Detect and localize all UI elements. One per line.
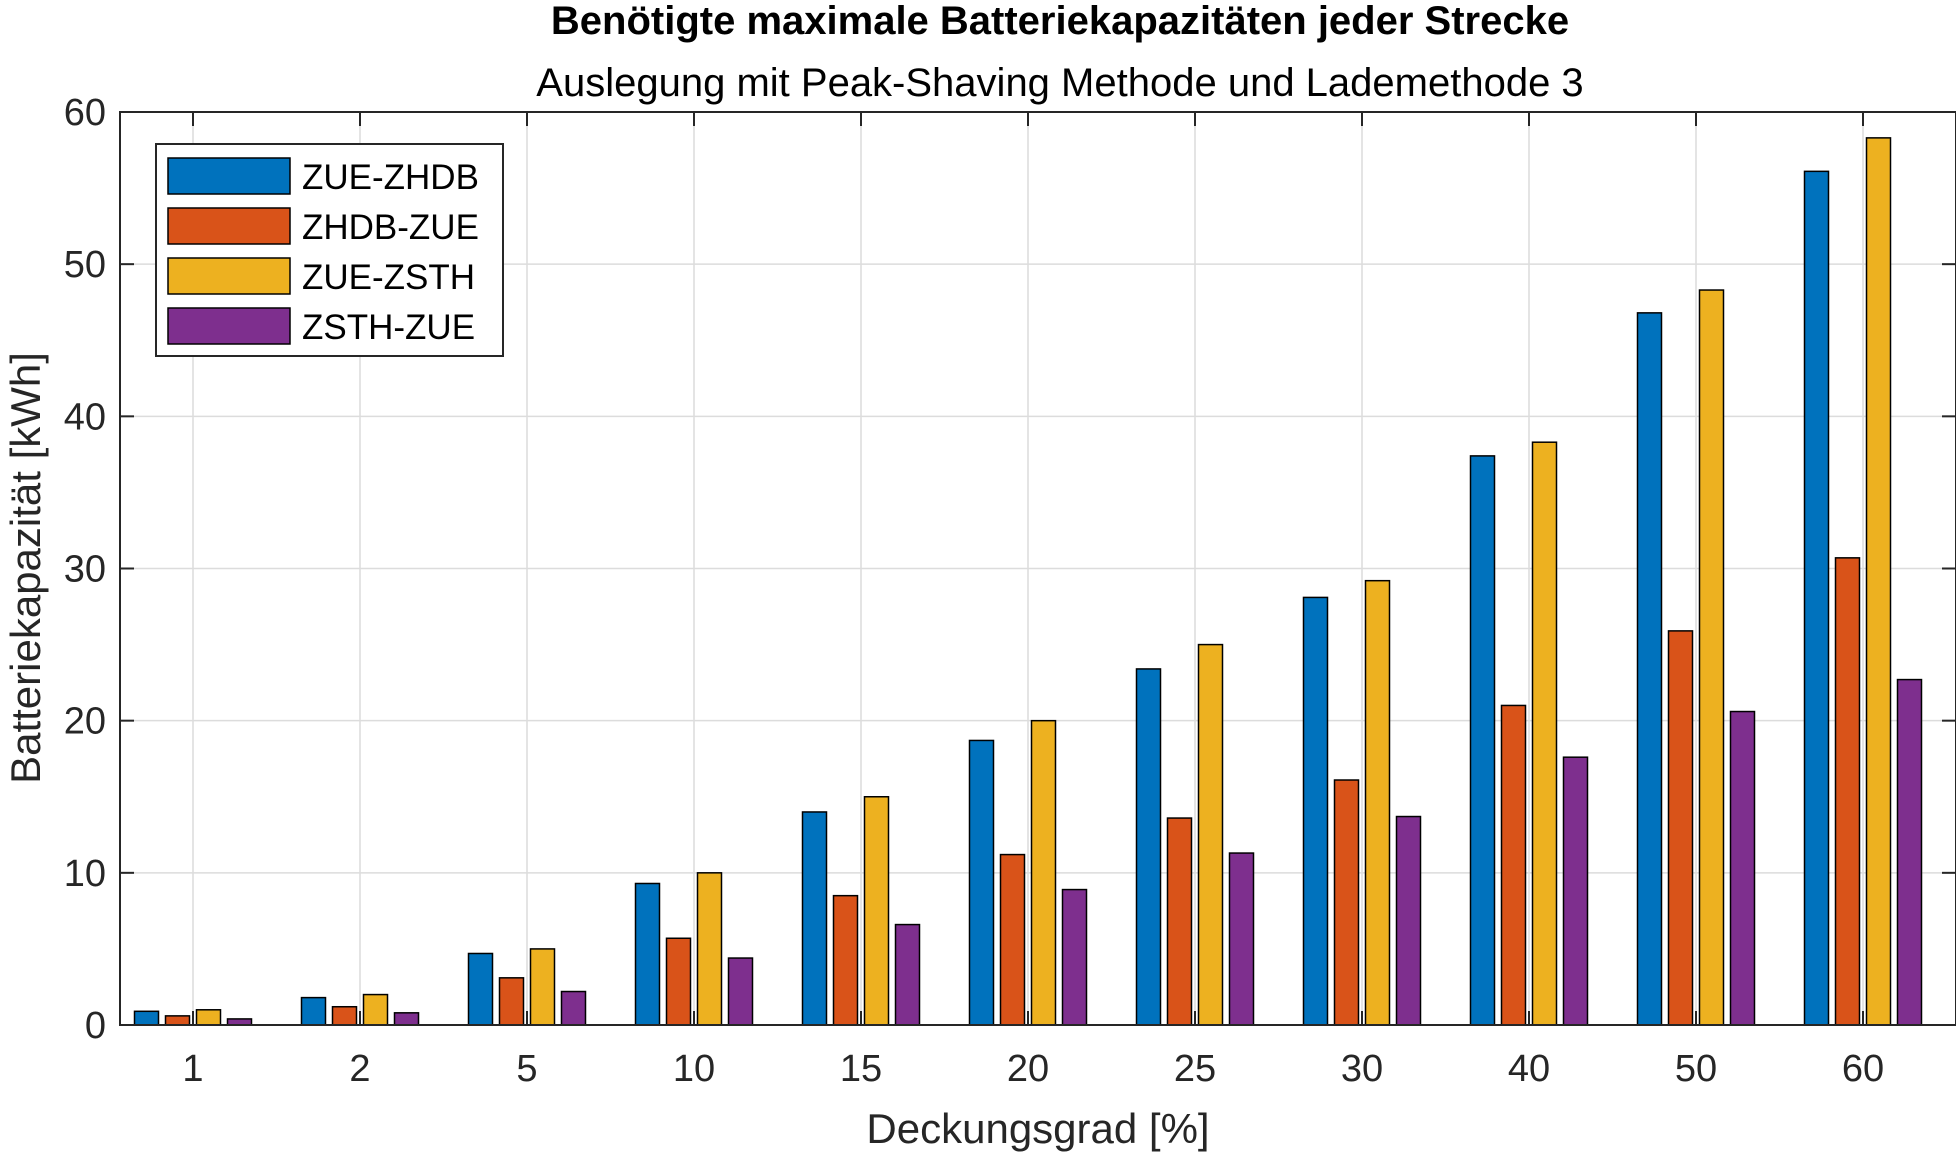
bar-zhdb-zue-40 bbox=[1500, 704, 1527, 1026]
y-tick-label: 60 bbox=[64, 92, 106, 134]
bar-zue-zhdb-60 bbox=[1803, 170, 1830, 1026]
bar-zue-zsth-40 bbox=[1531, 441, 1558, 1026]
bar-zsth-zue-30 bbox=[1395, 815, 1422, 1026]
bar-zsth-zue-20 bbox=[1061, 888, 1088, 1026]
bar-zue-zhdb-1 bbox=[133, 1010, 160, 1026]
bar-zue-zhdb-15 bbox=[801, 811, 828, 1026]
bar-zue-zsth-30 bbox=[1364, 579, 1391, 1026]
legend-swatch bbox=[167, 307, 291, 345]
x-axis-label: Deckungsgrad [%] bbox=[866, 1105, 1209, 1152]
bar-zhdb-zue-10 bbox=[665, 937, 692, 1026]
x-tick-label: 50 bbox=[1675, 1048, 1717, 1090]
bar-zsth-zue-15 bbox=[894, 923, 921, 1026]
x-tick-label: 25 bbox=[1174, 1048, 1216, 1090]
bar-zsth-zue-5 bbox=[560, 990, 587, 1026]
bar-zue-zsth-5 bbox=[529, 948, 556, 1026]
bar-zhdb-zue-25 bbox=[1166, 817, 1193, 1026]
bar-zue-zhdb-40 bbox=[1469, 455, 1496, 1026]
bar-zue-zsth-10 bbox=[696, 872, 723, 1026]
bar-zhdb-zue-15 bbox=[832, 894, 859, 1026]
y-tick-label: 40 bbox=[64, 396, 106, 438]
bar-zue-zsth-25 bbox=[1197, 643, 1224, 1026]
bar-zsth-zue-25 bbox=[1228, 852, 1255, 1026]
x-tick-label: 5 bbox=[516, 1048, 537, 1090]
bar-zue-zsth-60 bbox=[1865, 137, 1892, 1026]
x-axis-ticks: 1 2 5 10 15 20 25 30 40 50 60 bbox=[182, 112, 1884, 1090]
x-tick-label: 10 bbox=[673, 1048, 715, 1090]
x-tick-label: 60 bbox=[1842, 1048, 1884, 1090]
legend-label: ZUE-ZHDB bbox=[302, 158, 479, 197]
bar-zsth-zue-10 bbox=[727, 957, 754, 1026]
bar-zue-zhdb-25 bbox=[1135, 668, 1162, 1026]
legend: ZUE-ZHDB ZHDB-ZUE ZUE-ZSTH ZSTH-ZUE bbox=[155, 143, 504, 357]
legend-swatch bbox=[167, 157, 291, 195]
y-tick-label: 10 bbox=[64, 853, 106, 895]
x-tick-label: 30 bbox=[1341, 1048, 1383, 1090]
legend-swatch bbox=[167, 207, 291, 245]
bar-zue-zhdb-10 bbox=[634, 882, 661, 1026]
legend-label: ZHDB-ZUE bbox=[302, 208, 479, 247]
bar-zhdb-zue-1 bbox=[164, 1015, 191, 1026]
y-tick-label: 20 bbox=[64, 701, 106, 743]
y-axis-label: Batteriekapazität [kWh] bbox=[2, 352, 49, 784]
y-tick-label: 50 bbox=[64, 244, 106, 286]
x-tick-label: 1 bbox=[182, 1048, 203, 1090]
bar-zsth-zue-40 bbox=[1562, 756, 1589, 1026]
bar-zue-zhdb-2 bbox=[300, 996, 327, 1026]
bar-zue-zsth-1 bbox=[195, 1009, 222, 1026]
y-tick-label: 0 bbox=[85, 1005, 106, 1047]
x-tick-label: 2 bbox=[349, 1048, 370, 1090]
legend-label: ZSTH-ZUE bbox=[302, 308, 475, 347]
chart-subtitle: Auslegung mit Peak-Shaving Methode und L… bbox=[536, 61, 1583, 105]
bar-zue-zhdb-5 bbox=[467, 952, 494, 1026]
y-tick-label: 30 bbox=[64, 549, 106, 591]
chart-title: Benötigte maximale Batteriekapazitäten j… bbox=[551, 0, 1569, 43]
bar-zue-zhdb-30 bbox=[1302, 596, 1329, 1026]
x-tick-label: 20 bbox=[1007, 1048, 1049, 1090]
bar-zue-zhdb-50 bbox=[1636, 312, 1663, 1026]
bar-zhdb-zue-20 bbox=[999, 853, 1026, 1026]
bar-zue-zhdb-20 bbox=[968, 739, 995, 1026]
bars bbox=[133, 137, 1923, 1026]
bar-zhdb-zue-5 bbox=[498, 977, 525, 1026]
x-tick-label: 40 bbox=[1508, 1048, 1550, 1090]
legend-label: ZUE-ZSTH bbox=[302, 258, 475, 297]
bar-zhdb-zue-30 bbox=[1333, 779, 1360, 1026]
legend-swatch bbox=[167, 257, 291, 295]
bar-zhdb-zue-60 bbox=[1834, 557, 1861, 1026]
bar-zhdb-zue-50 bbox=[1667, 630, 1694, 1026]
bar-zue-zsth-50 bbox=[1698, 289, 1725, 1026]
bar-zue-zsth-2 bbox=[362, 993, 389, 1026]
bar-zsth-zue-50 bbox=[1729, 710, 1756, 1026]
bar-zsth-zue-60 bbox=[1896, 678, 1923, 1026]
y-axis-ticks: 0 10 20 30 40 50 60 bbox=[64, 92, 1956, 1047]
bar-zue-zsth-20 bbox=[1030, 719, 1057, 1026]
bar-zhdb-zue-2 bbox=[331, 1005, 358, 1026]
bar-zue-zsth-15 bbox=[863, 796, 890, 1026]
bar-zsth-zue-2 bbox=[393, 1012, 420, 1026]
x-tick-label: 15 bbox=[840, 1048, 882, 1090]
